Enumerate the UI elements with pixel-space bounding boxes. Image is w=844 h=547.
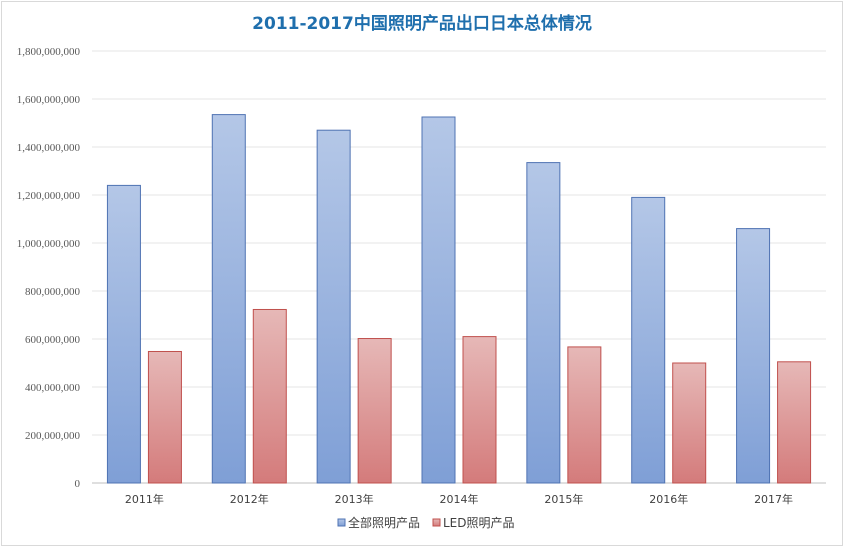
y-tick-label: 1,600,000,000 (17, 94, 81, 106)
x-tick-label: 2012年 (230, 492, 269, 506)
bar-led-lighting (777, 361, 812, 484)
bar-all-lighting (631, 196, 666, 484)
bar-all-lighting (211, 114, 246, 484)
bar-led-lighting (357, 338, 392, 484)
bars (106, 114, 812, 484)
y-tick-label: 600,000,000 (25, 334, 81, 346)
bar-led-lighting (252, 308, 287, 484)
legend-label: 全部照明产品 (348, 515, 420, 530)
y-tick-label: 200,000,000 (25, 430, 81, 442)
x-tick-label: 2016年 (649, 492, 688, 506)
y-tick-label: 1,000,000,000 (17, 238, 81, 250)
bar-all-lighting (316, 129, 351, 484)
y-axis: 0 200,000,000 400,000,000 600,000,000 800,00… (17, 46, 81, 490)
bar-all-lighting (106, 184, 141, 484)
y-tick-label: 1,400,000,000 (17, 142, 81, 154)
x-tick-label: 2013年 (335, 492, 374, 506)
y-tick-label: 1,800,000,000 (17, 46, 81, 58)
x-axis: 2011年 2012年 2013年 2014年 2015年 2016年 2017年 (125, 492, 793, 506)
bar-led-lighting (672, 362, 707, 484)
x-tick-label: 2017年 (754, 492, 793, 506)
y-tick-label: 0 (75, 478, 81, 490)
legend-label: LED照明产品 (443, 516, 515, 530)
y-tick-label: 400,000,000 (25, 382, 81, 394)
x-tick-label: 2014年 (440, 492, 479, 506)
legend: 全部照明产品 LED照明产品 (337, 515, 515, 530)
bar-led-lighting (462, 336, 497, 484)
grid-lines (92, 50, 826, 484)
bar-led-lighting (147, 350, 182, 484)
x-tick-label: 2015年 (544, 492, 583, 506)
legend-swatch (432, 518, 441, 527)
legend-swatch (337, 518, 346, 527)
bar-all-lighting (736, 228, 771, 484)
chart-title: 2011-2017中国照明产品出口日本总体情况 (252, 13, 592, 34)
x-tick-label: 2011年 (125, 492, 164, 506)
bar-led-lighting (567, 346, 602, 484)
bar-all-lighting (526, 162, 561, 484)
y-tick-label: 800,000,000 (25, 286, 81, 298)
bar-all-lighting (421, 116, 456, 484)
y-tick-label: 1,200,000,000 (17, 190, 81, 202)
